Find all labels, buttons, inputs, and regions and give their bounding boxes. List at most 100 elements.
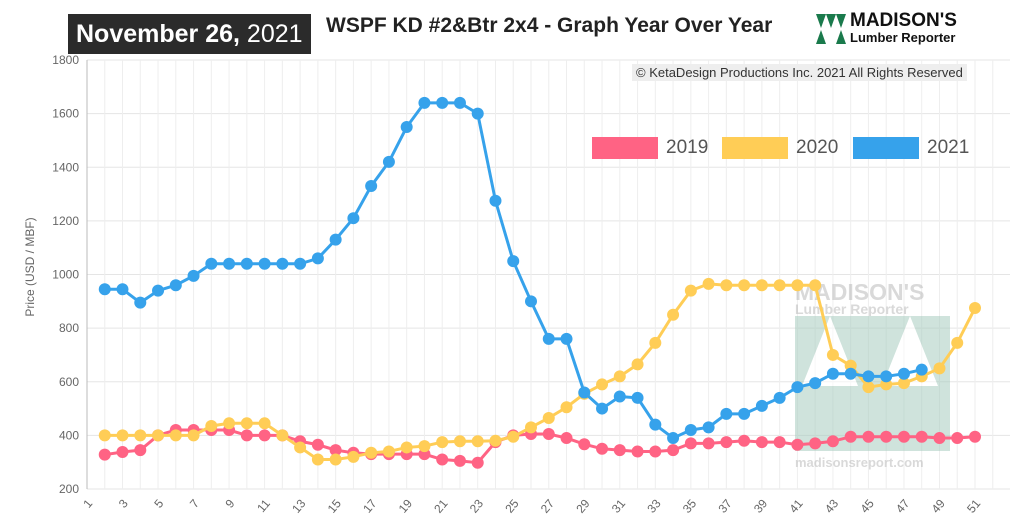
data-point-2019[interactable] [542,428,555,441]
data-point-2019[interactable] [738,434,751,447]
data-point-2019[interactable] [631,445,644,458]
data-point-2021[interactable] [915,363,928,376]
data-point-2021[interactable] [258,257,271,270]
data-point-2021[interactable] [98,283,111,296]
data-point-2021[interactable] [826,367,839,380]
data-point-2020[interactable] [169,429,182,442]
data-point-2021[interactable] [667,432,680,445]
data-point-2021[interactable] [347,212,360,225]
data-point-2019[interactable] [684,437,697,450]
data-point-2020[interactable] [507,430,520,443]
data-point-2021[interactable] [596,402,609,415]
data-point-2019[interactable] [720,436,733,449]
data-point-2020[interactable] [418,440,431,453]
data-point-2021[interactable] [400,121,413,134]
data-point-2021[interactable] [116,283,129,296]
data-point-2021[interactable] [205,257,218,270]
data-point-2021[interactable] [418,96,431,109]
data-point-2020[interactable] [667,308,680,321]
data-point-2021[interactable] [453,96,466,109]
data-point-2020[interactable] [365,446,378,459]
data-point-2020[interactable] [116,429,129,442]
data-point-2021[interactable] [578,386,591,399]
data-point-2019[interactable] [702,437,715,450]
data-point-2021[interactable] [862,370,875,383]
data-point-2019[interactable] [755,436,768,449]
data-point-2019[interactable] [311,438,324,451]
data-point-2020[interactable] [702,277,715,290]
data-point-2020[interactable] [951,336,964,349]
data-point-2020[interactable] [489,434,502,447]
data-point-2019[interactable] [667,444,680,457]
data-point-2021[interactable] [773,391,786,404]
data-point-2020[interactable] [187,429,200,442]
data-point-2019[interactable] [240,429,253,442]
data-point-2019[interactable] [791,438,804,451]
data-point-2020[interactable] [436,436,449,449]
data-point-2020[interactable] [329,453,342,466]
data-point-2019[interactable] [951,432,964,445]
data-point-2021[interactable] [311,252,324,265]
data-point-2019[interactable] [773,436,786,449]
data-point-2021[interactable] [134,296,147,309]
data-point-2019[interactable] [880,430,893,443]
data-point-2021[interactable] [684,424,697,437]
data-point-2021[interactable] [240,257,253,270]
data-point-2019[interactable] [969,430,981,443]
data-point-2019[interactable] [649,445,662,458]
data-point-2019[interactable] [613,444,626,457]
data-point-2021[interactable] [631,391,644,404]
data-point-2020[interactable] [258,417,271,430]
data-point-2019[interactable] [436,453,449,466]
data-point-2019[interactable] [915,430,928,443]
data-point-2021[interactable] [702,421,715,434]
data-point-2021[interactable] [844,367,857,380]
data-point-2020[interactable] [613,370,626,383]
legend-2020[interactable]: 2020 [722,137,838,159]
data-point-2019[interactable] [933,432,946,445]
data-point-2020[interactable] [791,279,804,292]
data-point-2020[interactable] [809,279,822,292]
data-point-2020[interactable] [382,445,395,458]
data-point-2021[interactable] [738,407,751,420]
data-point-2021[interactable] [613,390,626,403]
data-point-2020[interactable] [969,302,981,315]
data-point-2021[interactable] [525,295,537,308]
data-point-2020[interactable] [542,411,555,424]
data-point-2021[interactable] [365,180,378,193]
data-point-2021[interactable] [880,370,893,383]
data-point-2021[interactable] [223,257,236,270]
data-point-2019[interactable] [809,437,822,450]
data-point-2020[interactable] [596,378,609,391]
data-point-2019[interactable] [560,432,573,445]
data-point-2020[interactable] [773,279,786,292]
data-point-2019[interactable] [453,454,466,467]
data-point-2020[interactable] [276,429,289,442]
data-point-2020[interactable] [294,441,307,454]
data-point-2020[interactable] [311,453,324,466]
data-point-2021[interactable] [471,107,484,120]
data-point-2019[interactable] [897,430,910,443]
data-point-2020[interactable] [862,381,875,394]
data-point-2021[interactable] [489,194,502,207]
data-point-2020[interactable] [560,401,573,414]
data-point-2020[interactable] [240,417,253,430]
data-point-2020[interactable] [720,279,733,292]
data-point-2021[interactable] [791,381,804,394]
data-point-2020[interactable] [826,348,839,361]
data-point-2019[interactable] [844,430,857,443]
data-point-2019[interactable] [98,448,111,461]
data-point-2021[interactable] [187,269,200,282]
data-point-2021[interactable] [649,418,662,431]
data-point-2020[interactable] [453,435,466,448]
data-point-2020[interactable] [684,284,697,297]
data-point-2020[interactable] [631,358,644,371]
data-point-2020[interactable] [98,429,111,442]
data-point-2021[interactable] [294,257,307,270]
data-point-2019[interactable] [116,445,129,458]
data-point-2020[interactable] [471,435,484,448]
data-point-2021[interactable] [382,155,395,168]
legend-2021[interactable]: 2021 [853,137,969,159]
data-point-2020[interactable] [400,441,413,454]
data-point-2020[interactable] [933,362,946,375]
